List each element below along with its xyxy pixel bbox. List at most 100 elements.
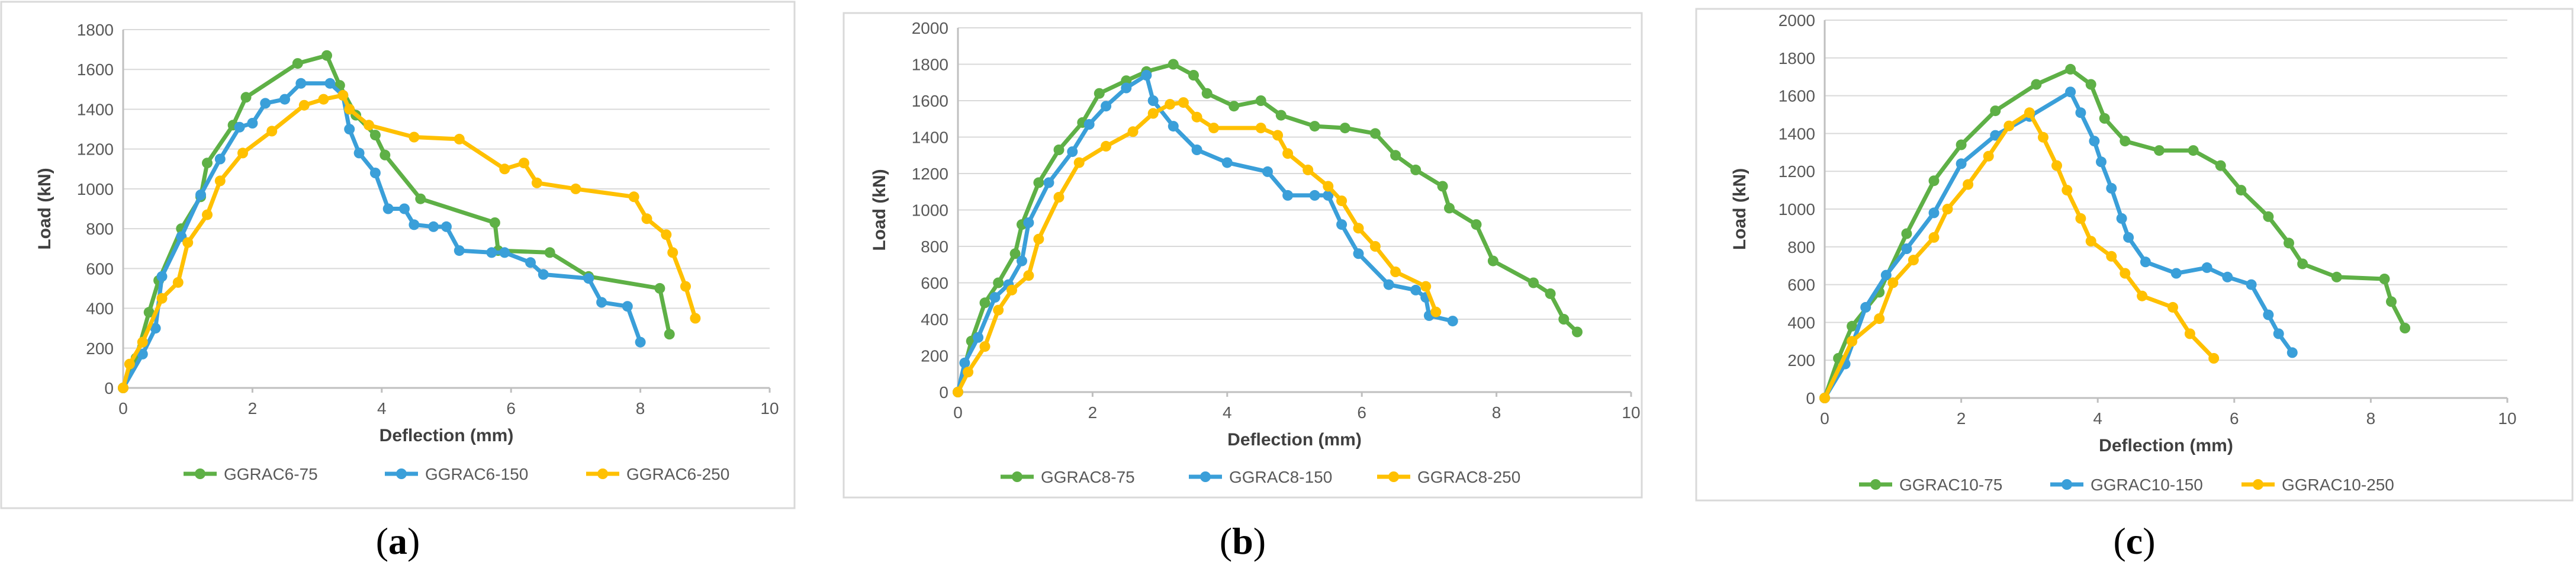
legend-label: GGRAC6-250	[626, 465, 729, 483]
data-point	[1383, 279, 1394, 290]
legend-label: GGRAC6-75	[224, 465, 318, 483]
legend-item: GGRAC10-150	[2050, 476, 2203, 494]
data-point	[2085, 236, 2096, 247]
data-point	[1942, 204, 1953, 214]
legend-swatch-marker	[597, 468, 608, 479]
legend-label: GGRAC8-250	[1417, 468, 1520, 486]
data-point	[544, 247, 555, 258]
data-point	[1369, 128, 1381, 139]
data-point	[2297, 258, 2308, 269]
data-point	[1033, 233, 1044, 245]
data-point	[260, 98, 271, 109]
data-point	[324, 78, 336, 89]
data-point	[2284, 237, 2294, 249]
data-point	[202, 209, 213, 220]
y-tick-label: 0	[104, 379, 114, 397]
data-point	[664, 329, 675, 340]
data-point	[1033, 177, 1044, 188]
y-tick-label: 800	[86, 220, 114, 238]
data-point	[1006, 284, 1017, 296]
y-tick-label: 400	[921, 310, 948, 329]
data-point	[1191, 111, 1202, 123]
y-tick-label: 1000	[1779, 200, 1815, 219]
chart-panel-1: 0 200 400 600 800 1000 1200 1400 1600 1800 0 2 4 6 8 10…	[0, 1, 796, 562]
chart-panel-2: 0 200 400 600 800 1000 1200 1400 1600 1800 2000 0 2 4…	[842, 12, 1643, 562]
data-point	[337, 89, 349, 101]
y-tick-label: 2000	[912, 19, 948, 37]
y-tick-label: 200	[1787, 351, 1815, 370]
legend-label: GGRAC8-75	[1041, 468, 1135, 486]
data-point	[499, 163, 510, 175]
data-point	[989, 292, 1001, 303]
data-point	[1067, 146, 1078, 158]
data-point	[1528, 277, 1539, 288]
legend-item: GGRAC8-75	[1001, 468, 1135, 486]
data-point	[247, 118, 258, 129]
legend-item: GGRAC10-75	[1859, 476, 2002, 494]
y-tick-label: 400	[86, 300, 114, 318]
data-point	[2379, 274, 2390, 284]
data-point	[1471, 219, 1482, 230]
data-point	[1053, 192, 1065, 203]
y-axis-label: Load (kN)	[870, 169, 889, 251]
data-point	[2116, 213, 2127, 224]
data-point	[2051, 160, 2062, 171]
series-GGRAC6-250	[118, 89, 701, 393]
data-point	[1990, 130, 2001, 141]
data-point	[369, 130, 381, 141]
data-point	[1860, 301, 1871, 313]
x-tick-label: 4	[2093, 409, 2102, 428]
data-point	[1201, 88, 1213, 99]
data-point	[641, 213, 652, 224]
data-point	[1928, 175, 1940, 187]
legend-swatch-marker	[1200, 471, 1211, 482]
data-point	[2286, 347, 2298, 358]
data-point	[1447, 316, 1458, 327]
data-point	[690, 313, 701, 324]
data-point	[240, 92, 252, 103]
legend-item: GGRAC8-150	[1189, 468, 1332, 486]
data-point	[993, 304, 1004, 316]
data-point	[489, 217, 500, 228]
data-point	[1147, 108, 1159, 119]
data-point	[979, 341, 990, 352]
data-point	[525, 257, 536, 268]
x-axis-label: Deflection (mm)	[2099, 436, 2233, 455]
chart-frame	[842, 12, 1643, 499]
data-point	[1303, 164, 1314, 175]
data-point	[1420, 281, 1432, 292]
data-point	[959, 357, 970, 368]
y-tick-label: 400	[1787, 313, 1815, 332]
series-GGRAC10-150	[1819, 86, 2298, 403]
data-point	[1127, 126, 1139, 137]
data-point	[150, 323, 161, 334]
data-point	[1309, 190, 1320, 201]
x-tick-label: 10	[760, 399, 779, 418]
data-point	[1191, 145, 1202, 155]
legend-swatch-marker	[396, 468, 407, 479]
y-tick-label: 600	[921, 274, 948, 293]
data-point	[1262, 166, 1273, 177]
panel-label: (c)	[2113, 520, 2155, 562]
data-point	[237, 147, 248, 159]
x-tick-label: 4	[377, 399, 387, 418]
y-tick-label: 2000	[1779, 11, 1815, 30]
legend-swatch-marker	[1870, 479, 1881, 490]
data-point	[499, 247, 510, 258]
data-point	[2123, 232, 2134, 243]
x-tick-label: 6	[2230, 409, 2239, 428]
data-point	[2208, 353, 2220, 364]
y-tick-label: 1800	[912, 56, 948, 74]
data-point	[661, 229, 672, 240]
data-point	[364, 120, 374, 131]
data-point	[318, 94, 329, 105]
chart-frame	[0, 1, 796, 509]
data-point	[2106, 251, 2117, 262]
y-tick-label: 1200	[912, 165, 948, 183]
data-point	[570, 183, 581, 194]
data-point	[1963, 179, 1974, 190]
data-point	[1009, 248, 1021, 259]
data-point	[1353, 223, 1364, 234]
series-line	[1822, 110, 2215, 399]
data-point	[137, 336, 148, 348]
